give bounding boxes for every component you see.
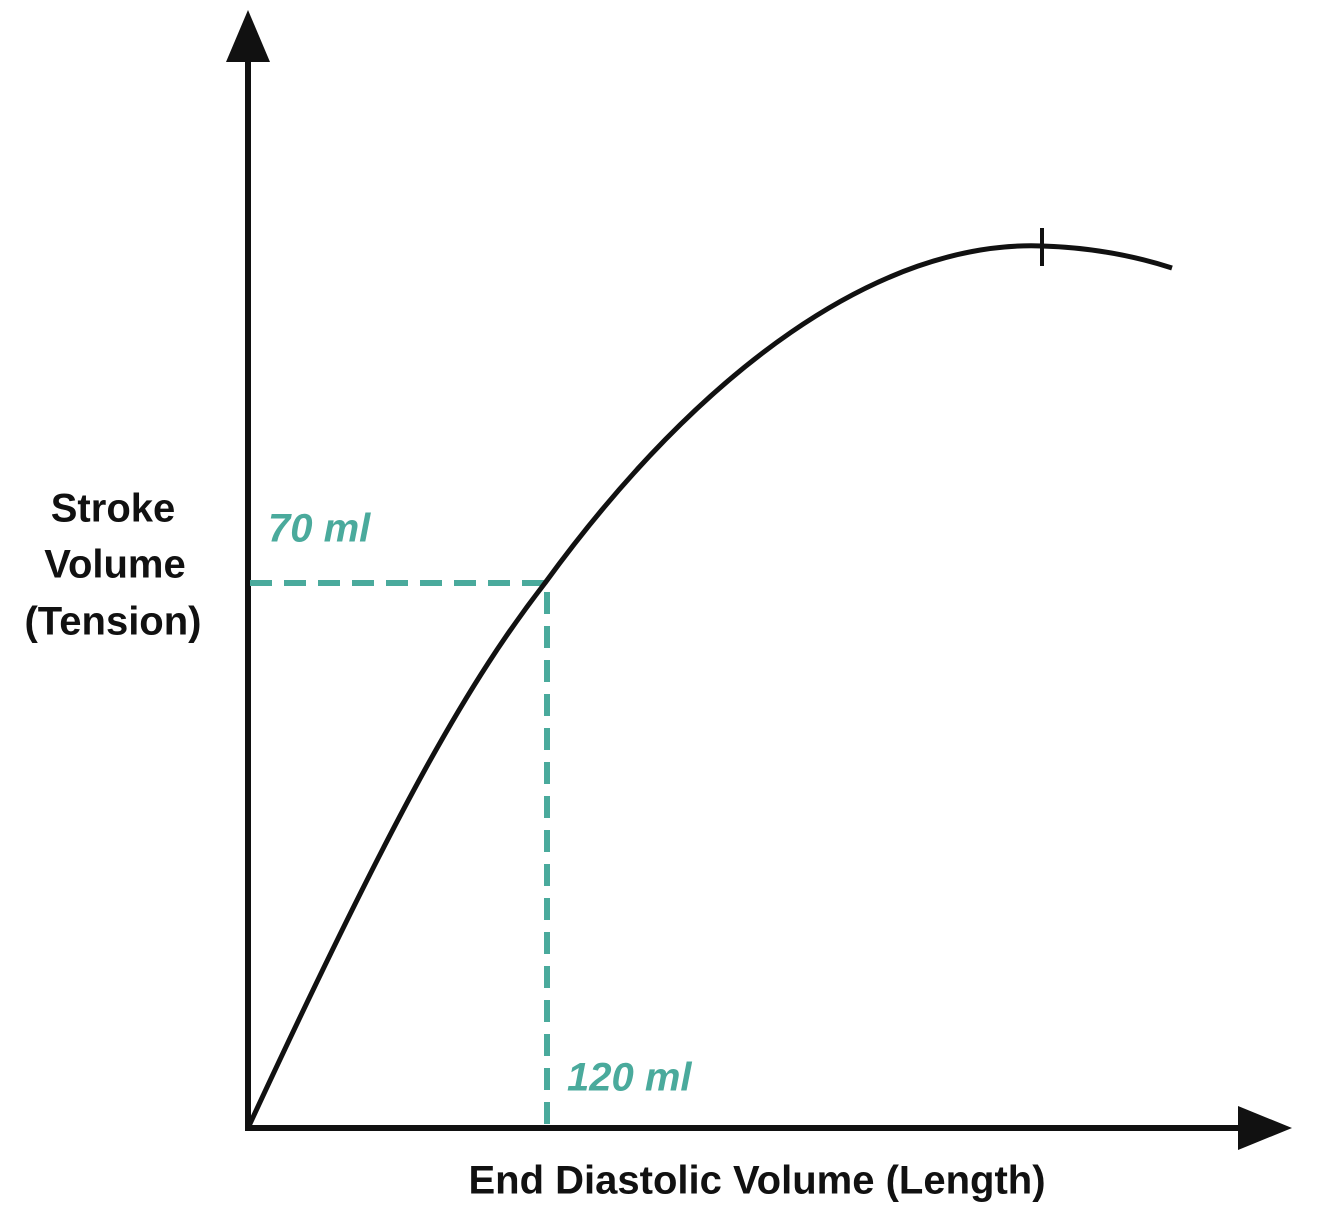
x-axis-arrow — [1238, 1106, 1292, 1150]
annotation: 120 ml — [567, 1056, 692, 1100]
curve — [245, 243, 1173, 1130]
y-axis-label: Stroke — [51, 487, 176, 531]
y-axis-label: (Tension) — [24, 600, 201, 644]
y-axis-label: Volume — [44, 543, 186, 587]
y-axis-arrow — [226, 10, 270, 62]
annotation: 70 ml — [268, 507, 371, 551]
x-axis-label: End Diastolic Volume (Length) — [468, 1159, 1045, 1203]
